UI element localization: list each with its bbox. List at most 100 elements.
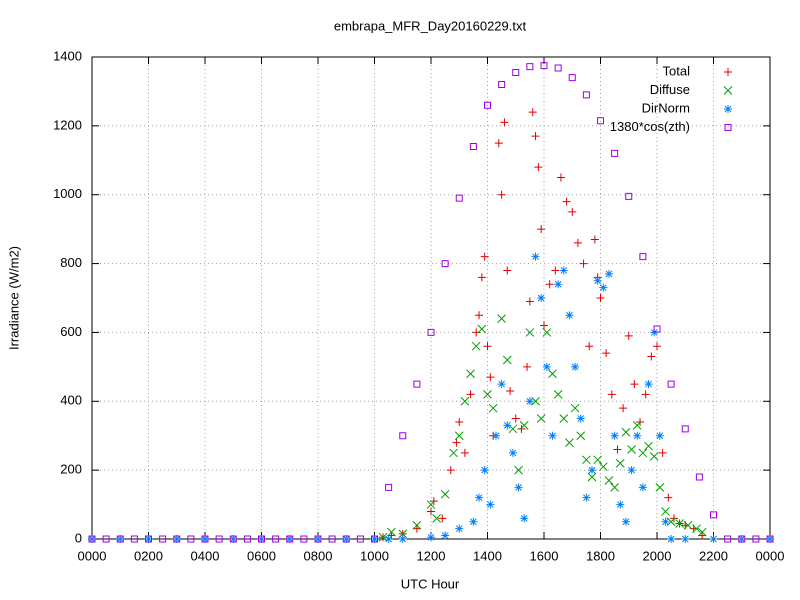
point <box>480 466 489 475</box>
point <box>738 535 746 543</box>
point <box>526 63 534 71</box>
point <box>610 483 619 492</box>
point <box>559 414 569 423</box>
y-tick-label: 800 <box>60 255 82 270</box>
point <box>455 417 464 426</box>
point <box>737 535 746 543</box>
point <box>484 101 491 109</box>
point <box>766 535 774 543</box>
point <box>602 349 611 358</box>
point <box>568 74 576 82</box>
point <box>469 143 477 151</box>
point <box>88 535 96 543</box>
legend-label: 1380*cos(zth) <box>610 119 690 134</box>
point <box>554 280 563 289</box>
point <box>548 431 557 440</box>
point <box>508 424 518 434</box>
point <box>384 535 393 543</box>
point <box>537 225 546 234</box>
point <box>611 149 619 157</box>
x-tick-label: 1200 <box>417 548 446 563</box>
point <box>604 476 614 485</box>
point <box>542 362 551 371</box>
point <box>553 390 563 399</box>
point <box>655 483 665 492</box>
point <box>537 294 546 302</box>
point <box>587 472 597 482</box>
point <box>460 448 469 457</box>
point <box>576 431 586 441</box>
point <box>469 517 478 526</box>
point <box>427 507 435 516</box>
point <box>201 535 209 543</box>
point <box>116 535 124 543</box>
point <box>582 493 591 502</box>
x-tick-label: 0400 <box>191 548 220 563</box>
point <box>520 514 529 523</box>
point <box>187 535 195 543</box>
x-tick-label: 0000 <box>756 548 785 563</box>
point <box>588 466 597 475</box>
point <box>582 91 590 99</box>
point <box>698 531 707 540</box>
x-tick-label: 0800 <box>304 548 333 563</box>
point <box>371 535 378 543</box>
point <box>455 194 463 202</box>
point <box>201 535 209 543</box>
x-tick-label: 2000 <box>643 548 672 563</box>
point <box>582 455 591 465</box>
point <box>667 535 676 543</box>
point <box>607 390 616 399</box>
point <box>446 466 455 475</box>
point <box>641 390 650 399</box>
point <box>565 438 574 447</box>
legend-label: Diffuse <box>650 82 690 97</box>
point <box>649 452 659 461</box>
point <box>441 531 450 540</box>
point <box>342 535 351 543</box>
point <box>483 342 492 351</box>
point <box>559 266 568 275</box>
x-tick-label: 0200 <box>134 548 163 563</box>
point <box>455 524 464 533</box>
point <box>681 425 689 433</box>
point <box>399 432 407 440</box>
point <box>514 465 523 475</box>
point <box>528 108 537 117</box>
y-tick-label: 200 <box>60 462 82 477</box>
chart-title: embrapa_MFR_Day20160229.txt <box>334 18 527 33</box>
point <box>508 448 517 457</box>
point <box>497 314 506 324</box>
point <box>590 235 599 244</box>
point <box>412 524 421 533</box>
point <box>692 524 701 534</box>
point <box>661 517 670 526</box>
point <box>697 527 707 537</box>
point <box>512 68 520 76</box>
point <box>610 431 619 440</box>
point <box>536 414 546 423</box>
point <box>257 535 266 543</box>
point <box>625 192 633 200</box>
point <box>314 535 322 543</box>
legend-marker <box>724 68 732 76</box>
point <box>709 535 718 543</box>
point <box>525 328 535 337</box>
point <box>471 341 481 351</box>
point <box>624 331 633 340</box>
point <box>534 163 543 172</box>
point <box>724 535 732 543</box>
point <box>565 311 574 320</box>
point <box>506 386 515 395</box>
point <box>653 342 661 351</box>
point <box>172 535 181 543</box>
point <box>502 355 512 365</box>
point <box>88 535 96 543</box>
point <box>675 519 684 528</box>
x-tick-label: 0000 <box>78 548 107 563</box>
point <box>514 483 523 492</box>
point <box>460 396 470 406</box>
point <box>619 404 628 413</box>
point <box>427 533 435 542</box>
